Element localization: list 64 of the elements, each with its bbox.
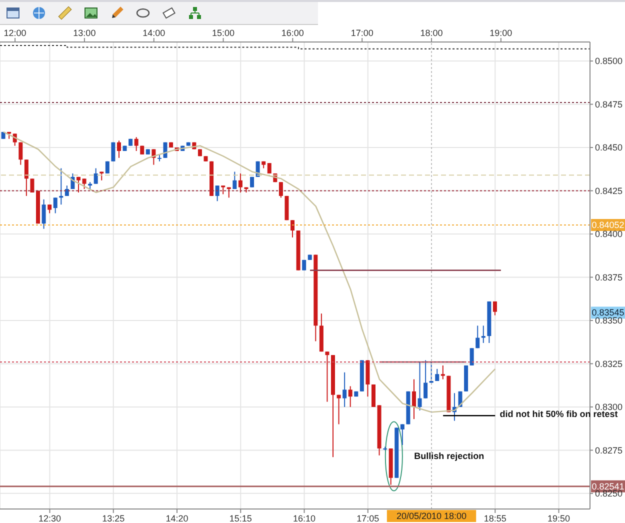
candlestick [30,178,34,193]
x-tick-label: 17:05 [356,513,380,523]
candlestick [476,325,480,349]
candlestick [134,136,138,152]
candlestick [76,176,80,193]
x-tick-label: 14:20 [166,513,188,523]
candlestick [470,348,474,366]
x2-tick-label: 12:00 [4,28,26,38]
x2-tick-label: 18:00 [420,28,443,38]
x-tick-label: 18:55 [484,513,506,523]
x2-tick-label: 15:00 [212,28,235,38]
candlestick [412,378,416,420]
line-series [2,131,496,413]
x2-tick-label: 16:00 [281,28,304,38]
candlestick [64,185,69,196]
candlestick [418,361,422,411]
candlestick [348,386,352,408]
candlestick [116,140,121,158]
y-tick-label: 0.8425 [595,186,623,196]
candlestick [492,300,497,316]
candlestick [325,351,330,402]
y-tick-label: 0.8325 [595,358,623,369]
candlestick [278,182,283,198]
candlestick [238,172,242,193]
x-tick-label: 19:50 [548,513,570,523]
candlestick [267,162,272,174]
y-tick-label: 0.8450 [595,142,623,153]
candlestick [94,168,98,184]
x-tick-label: 16:10 [292,513,316,523]
x2-tick-label: 14:00 [142,28,166,38]
x-tick-label: 15:15 [229,513,252,523]
candlestick [111,142,116,162]
candlestick [435,368,440,382]
candlestick [24,159,28,196]
candlestick [342,372,347,408]
y-tick-label: 0.8400 [595,229,623,240]
x2-tick-label: 13:00 [73,28,96,38]
candlestick [105,160,110,174]
y-tick-label: 0.8500 [595,56,623,66]
candlestick [215,185,220,202]
candlestick [290,220,295,238]
candlestick [82,178,86,190]
y-tick-label: 0.8375 [595,272,623,282]
candlestick [440,364,445,380]
ref-line-label: 20/05/2010 18:00 [396,511,467,521]
ref-line-label: 0.82541 [592,481,624,492]
candlestick [400,424,404,446]
candlestick [18,142,23,166]
y-tick-label: 0.8350 [595,316,623,326]
annotation: 0.83545 [592,308,624,318]
candlestick [53,197,58,214]
x2-tick-label: 17:00 [350,28,374,38]
x-tick-label: 13:25 [102,513,125,523]
candlestick [424,360,428,399]
x2-tick-label: 19:00 [490,28,512,38]
candlestick [336,394,341,425]
y-tick-label: 0.8475 [595,99,623,110]
candlestick [481,325,486,344]
annotation: Bullish rejection [414,451,484,462]
candlestick [232,171,237,190]
x-tick-label: 12:30 [38,513,62,523]
y-tick-label: 0.8275 [595,445,623,456]
ref-line-label: 0.84052 [592,220,624,230]
candlestick [42,198,46,230]
